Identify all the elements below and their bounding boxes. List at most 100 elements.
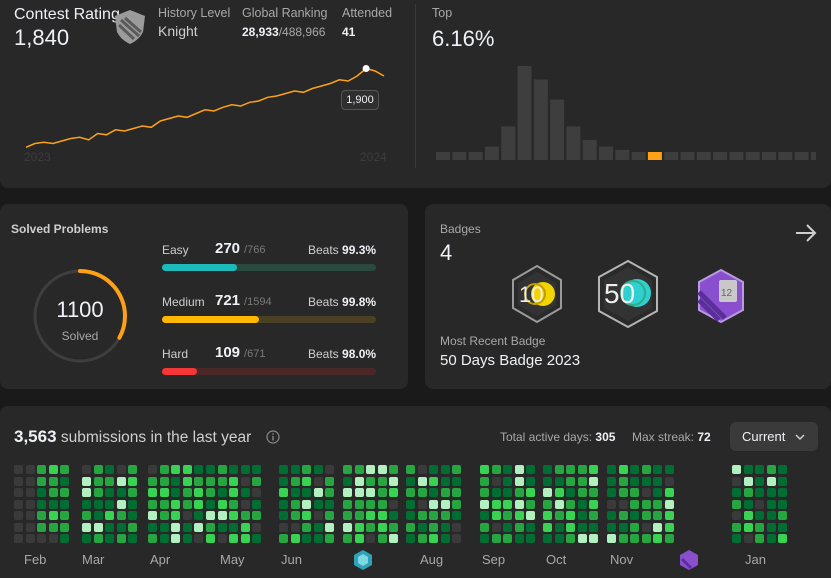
heatmap-cell[interactable] — [279, 465, 288, 474]
heatmap-cell[interactable] — [589, 465, 598, 474]
heatmap-cell[interactable] — [503, 499, 512, 509]
heatmap-cell[interactable] — [82, 476, 91, 486]
heatmap-cell[interactable] — [743, 511, 753, 520]
heatmap-cell[interactable] — [577, 488, 587, 497]
heatmap-cell[interactable] — [290, 465, 300, 474]
heatmap-cell[interactable] — [313, 488, 323, 497]
heatmap-cell[interactable] — [159, 534, 169, 543]
heatmap-cell[interactable] — [60, 476, 69, 486]
heatmap-cell[interactable] — [743, 488, 753, 497]
heatmap-cell[interactable] — [128, 522, 137, 532]
heatmap-cell[interactable] — [618, 534, 628, 543]
solved-progress-ring[interactable] — [30, 266, 130, 366]
heatmap-cell[interactable] — [25, 465, 35, 474]
heatmap-cell[interactable] — [618, 522, 628, 532]
heatmap-cell[interactable] — [48, 522, 58, 532]
heatmap-cell[interactable] — [325, 511, 334, 520]
heatmap-cell[interactable] — [589, 534, 598, 543]
heatmap-cell[interactable] — [491, 534, 501, 543]
heatmap-cell[interactable] — [182, 488, 192, 497]
heatmap-cell[interactable] — [566, 534, 575, 543]
heatmap-cell[interactable] — [14, 499, 23, 509]
heatmap-cell[interactable] — [313, 465, 323, 474]
heatmap-cell[interactable] — [93, 476, 103, 486]
heatmap-cell[interactable] — [354, 499, 364, 509]
heatmap-cell[interactable] — [589, 511, 598, 520]
heatmap-cell[interactable] — [514, 534, 524, 543]
heatmap-cell[interactable] — [766, 522, 776, 532]
heatmap-cell[interactable] — [229, 534, 238, 543]
heatmap-cell[interactable] — [630, 465, 639, 474]
heatmap-cell[interactable] — [526, 465, 535, 474]
heatmap-cell[interactable] — [105, 465, 114, 474]
heatmap-cell[interactable] — [60, 499, 69, 509]
heatmap-cell[interactable] — [206, 465, 215, 474]
heatmap-cell[interactable] — [526, 522, 535, 532]
heatmap-cell[interactable] — [229, 511, 238, 520]
heatmap-cell[interactable] — [630, 522, 639, 532]
heatmap-cell[interactable] — [48, 499, 58, 509]
heatmap-cell[interactable] — [577, 476, 587, 486]
heatmap-cell[interactable] — [778, 499, 787, 509]
heatmap-cell[interactable] — [148, 499, 157, 509]
heatmap-cell[interactable] — [389, 488, 398, 497]
heatmap-cell[interactable] — [607, 522, 616, 532]
heatmap-cell[interactable] — [159, 522, 169, 532]
heatmap-cell[interactable] — [159, 499, 169, 509]
heatmap-cell[interactable] — [105, 499, 114, 509]
heatmap-cell[interactable] — [217, 476, 227, 486]
heatmap-cell[interactable] — [313, 499, 323, 509]
heatmap-cell[interactable] — [82, 522, 91, 532]
heatmap-cell[interactable] — [217, 488, 227, 497]
heatmap-cell[interactable] — [302, 476, 311, 486]
heatmap-cell[interactable] — [543, 465, 552, 474]
heatmap-cell[interactable] — [526, 534, 535, 543]
heatmap-cell[interactable] — [491, 465, 501, 474]
heatmap-cell[interactable] — [653, 534, 662, 543]
heatmap-cell[interactable] — [755, 511, 764, 520]
heatmap-cell[interactable] — [514, 511, 524, 520]
heatmap-cell[interactable] — [406, 499, 415, 509]
heatmap-cell[interactable] — [377, 522, 387, 532]
heatmap-cell[interactable] — [240, 476, 250, 486]
heatmap-cell[interactable] — [577, 465, 587, 474]
heatmap-cell[interactable] — [148, 465, 157, 474]
heatmap-cell[interactable] — [240, 511, 250, 520]
heatmap-cell[interactable] — [732, 511, 741, 520]
heatmap-cell[interactable] — [252, 511, 261, 520]
heatmap-cell[interactable] — [543, 476, 552, 486]
heatmap-cell[interactable] — [554, 465, 564, 474]
heatmap-cell[interactable] — [171, 499, 180, 509]
heatmap-cell[interactable] — [171, 522, 180, 532]
heatmap-cell[interactable] — [105, 522, 114, 532]
ranking-histogram[interactable] — [436, 66, 816, 168]
heatmap-cell[interactable] — [440, 488, 450, 497]
heatmap-cell[interactable] — [37, 534, 46, 543]
heatmap-cell[interactable] — [366, 465, 375, 474]
heatmap-cell[interactable] — [14, 465, 23, 474]
heatmap-cell[interactable] — [664, 534, 674, 543]
heatmap-cell[interactable] — [302, 499, 311, 509]
heatmap-cell[interactable] — [240, 465, 250, 474]
heatmap-cell[interactable] — [366, 488, 375, 497]
heatmap-cell[interactable] — [302, 511, 311, 520]
heatmap-cell[interactable] — [37, 511, 46, 520]
heatmap-cell[interactable] — [159, 511, 169, 520]
heatmap-cell[interactable] — [778, 522, 787, 532]
heatmap-cell[interactable] — [148, 511, 157, 520]
heatmap-cell[interactable] — [452, 499, 461, 509]
heatmap-cell[interactable] — [171, 465, 180, 474]
heatmap-cell[interactable] — [206, 522, 215, 532]
heatmap-cell[interactable] — [116, 522, 126, 532]
heatmap-cell[interactable] — [343, 499, 352, 509]
heatmap-cell[interactable] — [343, 488, 352, 497]
heatmap-cell[interactable] — [171, 476, 180, 486]
heatmap-cell[interactable] — [194, 534, 203, 543]
heatmap-cell[interactable] — [194, 465, 203, 474]
heatmap-cell[interactable] — [116, 499, 126, 509]
heatmap-cell[interactable] — [406, 522, 415, 532]
heatmap-cell[interactable] — [406, 465, 415, 474]
heatmap-cell[interactable] — [589, 499, 598, 509]
heatmap-cell[interactable] — [577, 534, 587, 543]
heatmap-cell[interactable] — [240, 534, 250, 543]
